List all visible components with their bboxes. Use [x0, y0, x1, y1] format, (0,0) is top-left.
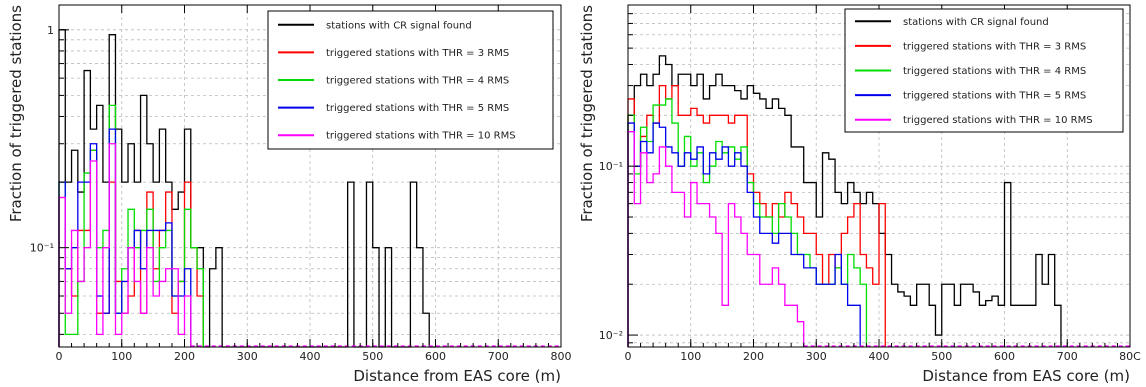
x-tick-label: 100: [680, 350, 701, 363]
y-axis: 1 10⁻¹: [30, 24, 69, 335]
x-tick-label: 500: [931, 350, 952, 363]
x-tick-label: 0: [56, 350, 63, 363]
x-tick-label: 300: [237, 350, 258, 363]
legend: stations with CR signal found triggered s…: [844, 8, 1124, 133]
series-line: [58, 143, 192, 347]
y-tick-label: 10⁻¹: [599, 160, 623, 173]
legend-entry: triggered stations with THR = 4 RMS: [903, 66, 1086, 77]
y-axis: 10⁻¹ 10⁻²: [599, 4, 638, 344]
legend-entry: triggered stations with THR = 4 RMS: [326, 76, 509, 87]
legend: stations with CR signal found triggered s…: [267, 10, 554, 150]
legend-entry: triggered stations with THR = 10 RMS: [903, 115, 1093, 126]
x-tick-label: 500: [362, 350, 383, 363]
legend-entry: triggered stations with THR = 3 RMS: [903, 41, 1086, 52]
series-line: [58, 128, 192, 347]
y-axis-label: Fraction of triggered stations: [7, 5, 25, 222]
x-tick-label: 700: [1057, 350, 1078, 363]
legend-entry: triggered stations with THR = 10 RMS: [326, 131, 516, 142]
series-group: [627, 55, 1062, 347]
x-tick-label: 600: [425, 350, 446, 363]
legend-entry: stations with CR signal found: [326, 20, 472, 31]
series-line: [627, 131, 805, 347]
x-tick-label: 300: [806, 350, 827, 363]
y-tick-label: 10⁻²: [599, 329, 623, 342]
legend-entry: triggered stations with THR = 5 RMS: [326, 103, 509, 114]
series-line: [58, 104, 204, 347]
series-line: [627, 122, 861, 347]
y-tick-label: 10⁻¹: [30, 242, 54, 255]
x-axis: 0 100 200 300 400 500 600 700 800: [56, 5, 572, 363]
x-tick-label: 0: [625, 350, 632, 363]
legend-entry: stations with CR signal found: [903, 17, 1049, 28]
legend-entry: triggered stations with THR = 3 RMS: [326, 48, 509, 59]
x-tick-label: 600: [994, 350, 1015, 363]
x-tick-label: 80C: [1119, 350, 1141, 363]
x-tick-label: 200: [743, 350, 764, 363]
legend-entry: triggered stations with THR = 5 RMS: [903, 91, 1086, 102]
x-tick-label: 800: [551, 350, 572, 363]
y-tick-label: 1: [47, 24, 54, 37]
legend-box: [844, 8, 1124, 133]
right-panel: 0 100 200 300 400 500 600 700 80C 10⁻¹ 10⁻² Distanc…: [578, 4, 1141, 385]
x-tick-label: 400: [300, 350, 321, 363]
series-group: [58, 29, 436, 348]
y-axis-label: Fraction of triggered stations: [578, 5, 596, 222]
series-line: [627, 55, 1062, 347]
x-axis-label: Distance from EAS core (m): [922, 367, 1130, 385]
x-axis-label: Distance from EAS core (m): [353, 367, 561, 385]
left-panel: 0 100 200 300 400 500 600 700 800 1 10⁻¹ Distance f…: [7, 4, 572, 385]
legend-box: [267, 10, 554, 150]
x-tick-label: 100: [111, 350, 132, 363]
x-tick-label: 200: [174, 350, 195, 363]
x-tick-label: 700: [488, 350, 509, 363]
x-tick-label: 400: [869, 350, 890, 363]
